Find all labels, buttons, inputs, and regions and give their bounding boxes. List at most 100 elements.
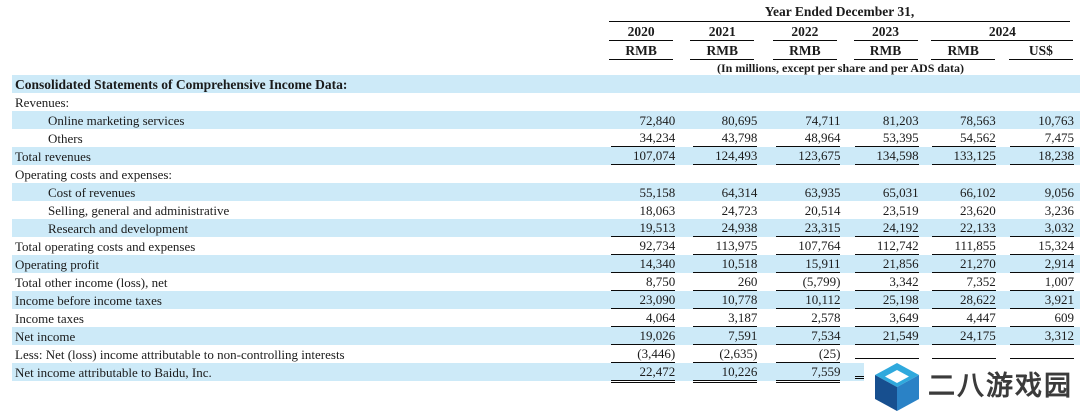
cell-value: 18,238 (1001, 147, 1080, 165)
income-statement-table: Year Ended December 31, 2020 2021 2022 2023… (12, 4, 1080, 383)
cell-value: (2,635) (681, 345, 763, 363)
cell-value (763, 93, 846, 111)
cell-value: 2,578 (763, 309, 846, 327)
cell-value: 3,236 (1044, 202, 1074, 218)
cell-value: 10,778 (681, 291, 764, 309)
cell-value: 22,472 (601, 363, 682, 383)
row-label: Income taxes (15, 310, 84, 326)
cell-value: 7,591 (681, 327, 764, 345)
cell-value: 3,312 (1001, 327, 1080, 345)
cell-value (1002, 345, 1080, 363)
cell-value: 23,315 (763, 219, 847, 237)
header-spacer (12, 60, 601, 75)
table-row: Operating costs and expenses: (12, 165, 1080, 183)
cell-value (846, 93, 924, 111)
cell-value: 4,447 (925, 309, 1002, 327)
row-label: Total other income (loss), net (15, 274, 168, 290)
header-row-years: 2020 2021 2022 2023 2024 (12, 22, 1080, 41)
table-row: Operating profit 14,340 10,518 15,911 21,856… (12, 255, 1080, 273)
cell-value: 65,031 (846, 183, 925, 201)
cell-value: 609 (1002, 309, 1080, 327)
cell-value: 23,090 (601, 291, 682, 309)
cell-value: 55,158 (601, 183, 682, 201)
cell-value: 34,234 (601, 129, 681, 147)
year-column-header: 2021 (681, 22, 763, 41)
cell-value: 3,649 (846, 309, 924, 327)
cell-value: 10,763 (1001, 111, 1080, 129)
header-spacer (12, 4, 601, 22)
row-label: Consolidated Statements of Comprehensive… (12, 75, 602, 93)
cell-value: 9,056 (1001, 183, 1080, 201)
cell-value: 24,192 (846, 219, 925, 237)
cell-value: 107,764 (763, 237, 846, 255)
table-row: Total operating costs and expenses 92,734… (12, 237, 1080, 255)
cell-value: 10,518 (681, 255, 764, 273)
cell-value: 43,798 (681, 129, 763, 147)
cell-value: 66,102 (924, 183, 1002, 201)
cell-value: 15,911 (763, 255, 847, 273)
currency-column-header: US$ (1002, 41, 1080, 60)
cell-value: 22,133 (924, 219, 1002, 237)
table-row: Others 34,234 43,798 48,964 53,395 54,562 7,47… (12, 129, 1080, 147)
cell-value: 24,938 (681, 219, 764, 237)
currency-column-header: RMB (681, 41, 763, 60)
cell-value: 3,921 (1001, 291, 1080, 309)
cell-value: 80,695 (681, 111, 764, 129)
cell-value: 15,324 (1002, 237, 1080, 255)
row-label: Income before income taxes (12, 291, 602, 309)
cell-value (1002, 93, 1080, 111)
cell-value: (25) (763, 345, 846, 363)
cell-value (1002, 165, 1080, 183)
cell-value (925, 165, 1002, 183)
cell-value: 1,007 (1002, 273, 1080, 291)
currency-column-header: RMB (763, 41, 846, 60)
cell-value: 63,935 (763, 183, 847, 201)
cell-value: (3,446) (601, 345, 681, 363)
cell-value (846, 75, 925, 93)
table-row: Research and development 19,513 24,938 23,3… (12, 219, 1080, 237)
cell-value: 19,026 (601, 327, 682, 345)
row-label: Cost of revenues (12, 183, 602, 201)
cell-value (681, 165, 763, 183)
cell-value: 7,559 (763, 363, 847, 383)
cell-value: 21,856 (846, 255, 925, 273)
cell-value: 7,475 (1002, 129, 1080, 147)
cell-value (681, 75, 764, 93)
cell-value: 25,198 (846, 291, 925, 309)
table-row: Revenues: (12, 93, 1080, 111)
row-label: Online marketing services (12, 111, 602, 129)
cell-value: 53,395 (846, 129, 924, 147)
cell-value (924, 75, 1002, 93)
cell-value: 124,493 (681, 147, 764, 165)
row-label: Research and development (12, 219, 602, 237)
cell-value (601, 165, 681, 183)
year-ended-cell: Year Ended December 31, (601, 4, 1080, 22)
year-ended-label: Year Ended December 31, (609, 4, 1070, 22)
cell-value: 113,975 (681, 237, 763, 255)
cell-value: 54,562 (925, 129, 1002, 147)
header-row-year-ended: Year Ended December 31, (12, 4, 1080, 22)
cell-value: 123,675 (763, 147, 847, 165)
year-column-header: 2020 (601, 22, 681, 41)
cell-value: 4,064 (601, 309, 681, 327)
table-row: Net income 19,026 7,591 7,534 21,549 24,175 3,… (12, 327, 1080, 345)
cell-value: 18,063 (639, 202, 676, 218)
table-header: Year Ended December 31, 2020 2021 2022 2023… (12, 4, 1080, 75)
row-label: Total operating costs and expenses (15, 238, 196, 254)
header-spacer (12, 41, 601, 60)
cell-value: 19,513 (601, 219, 682, 237)
currency-column-header: RMB (601, 41, 681, 60)
cell-value: 111,855 (925, 237, 1002, 255)
cell-value: 48,964 (763, 129, 846, 147)
cell-value: 24,175 (924, 327, 1002, 345)
year-column-header: 2024 (925, 22, 1080, 41)
table-row: Selling, general and administrative 18,06… (12, 201, 1080, 219)
row-label: Revenues: (15, 94, 70, 110)
cube-logo-icon (875, 362, 919, 411)
table-row: Total revenues 107,074 124,493 123,675 134,5… (12, 147, 1080, 165)
table-row: Income taxes 4,064 3,187 2,578 3,649 4,447 609 (12, 309, 1080, 327)
cell-value: 3,032 (1001, 219, 1080, 237)
header-row-currencies: RMB RMB RMB RMB RMB US$ (12, 41, 1080, 60)
year-column-header: 2023 (846, 22, 924, 41)
cell-value (925, 345, 1002, 363)
